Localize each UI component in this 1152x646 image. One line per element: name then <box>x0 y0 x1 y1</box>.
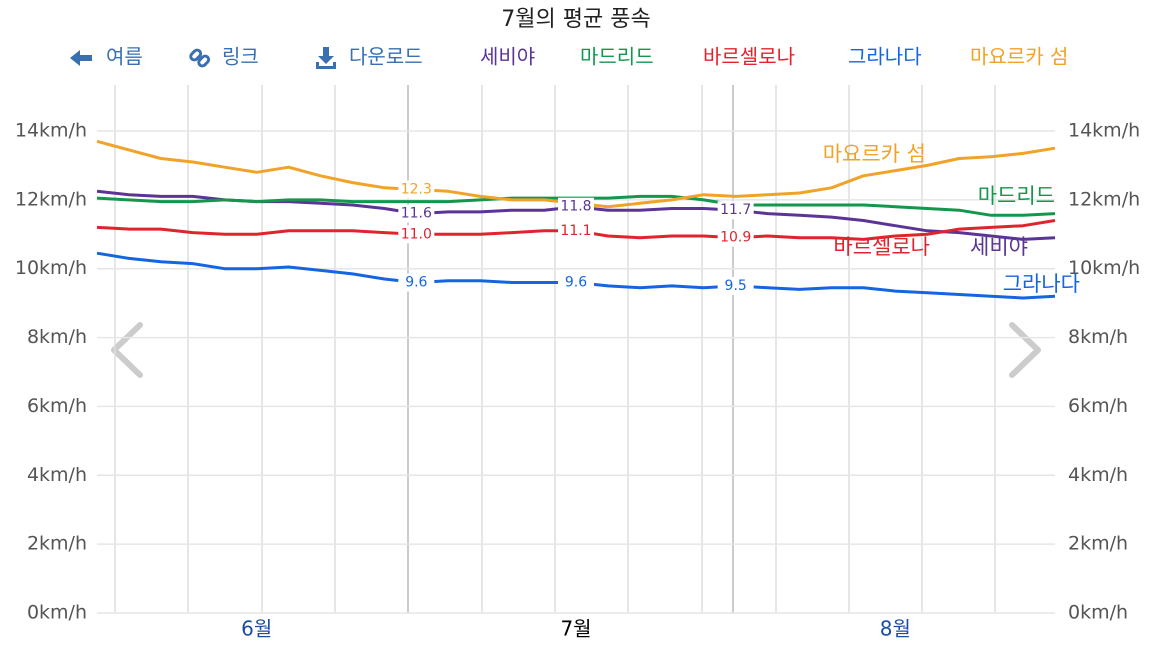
value-label-bg <box>398 204 435 223</box>
value-label-bg <box>717 228 754 247</box>
value-label-bg <box>398 225 435 244</box>
toolbar-season[interactable]: 여름 <box>106 45 143 69</box>
back-icon[interactable] <box>70 50 92 66</box>
x-tick-label: 6월 <box>241 617 272 641</box>
legend-entry: 세비야 <box>480 45 535 69</box>
value-label: 11.6 <box>401 206 432 222</box>
value-label-bg <box>558 273 594 292</box>
value-label: 11.8 <box>560 199 591 215</box>
y-tick-label-right: 6km/h <box>1068 395 1128 417</box>
next-arrow[interactable] <box>1009 322 1041 378</box>
y-tick-label: 14km/h <box>15 120 87 142</box>
value-label-bg <box>717 201 754 220</box>
prev-arrow[interactable] <box>111 322 143 378</box>
value-label: 9.6 <box>565 274 587 290</box>
y-tick-label-right: 0km/h <box>1068 602 1128 624</box>
value-label-bg <box>558 197 594 216</box>
legend-entry: 그라나다 <box>848 45 922 69</box>
y-tick-label: 0km/h <box>27 602 87 624</box>
series-end-label: 바르셀로나 <box>833 235 930 259</box>
value-label-bg <box>558 221 594 240</box>
y-tick-label-right: 14km/h <box>1068 120 1140 142</box>
value-label: 11.1 <box>560 223 591 239</box>
y-tick-label: 10km/h <box>15 257 87 279</box>
series-end-label: 세비야 <box>970 235 1028 259</box>
legend-entry: 마드리드 <box>580 45 654 69</box>
y-tick-label-right: 8km/h <box>1068 326 1128 348</box>
toolbar-download[interactable]: 다운로드 <box>349 45 423 69</box>
value-label-bg <box>398 180 435 199</box>
y-tick-label-right: 4km/h <box>1068 464 1128 486</box>
value-label: 11.0 <box>401 226 432 242</box>
series-end-label: 마요르카 섬 <box>823 142 926 166</box>
value-label: 12.3 <box>401 182 432 198</box>
legend-entry: 마요르카 섬 <box>970 45 1068 69</box>
value-label: 9.6 <box>405 274 427 290</box>
download-icon[interactable] <box>316 47 336 69</box>
toolbar: 여름 링크 다운로드 <box>70 45 423 69</box>
value-label-bg <box>398 273 435 292</box>
series-end-label: 마드리드 <box>978 184 1055 208</box>
x-tick-label: 7월 <box>560 617 591 641</box>
y-tick-label: 2km/h <box>27 533 87 555</box>
value-label: 10.9 <box>720 230 751 246</box>
y-tick-label: 4km/h <box>27 464 87 486</box>
legend-entry: 바르셀로나 <box>703 45 795 69</box>
value-label: 9.5 <box>725 278 747 294</box>
y-tick-label-right: 10km/h <box>1068 257 1140 279</box>
y-tick-label-right: 12km/h <box>1068 188 1140 210</box>
chart-title: 7월의 평균 풍속 <box>501 7 650 32</box>
link-icon[interactable] <box>189 48 211 68</box>
series-end-label: 그라나다 <box>1003 272 1080 296</box>
y-tick-label-right: 2km/h <box>1068 533 1128 555</box>
y-tick-label: 8km/h <box>27 326 87 348</box>
toolbar-link[interactable]: 링크 <box>222 45 259 69</box>
value-label-bg <box>717 276 754 295</box>
value-label: 11.7 <box>720 202 751 218</box>
y-tick-label: 12km/h <box>15 188 87 210</box>
x-tick-label: 8월 <box>880 617 911 641</box>
y-tick-label: 6km/h <box>27 395 87 417</box>
